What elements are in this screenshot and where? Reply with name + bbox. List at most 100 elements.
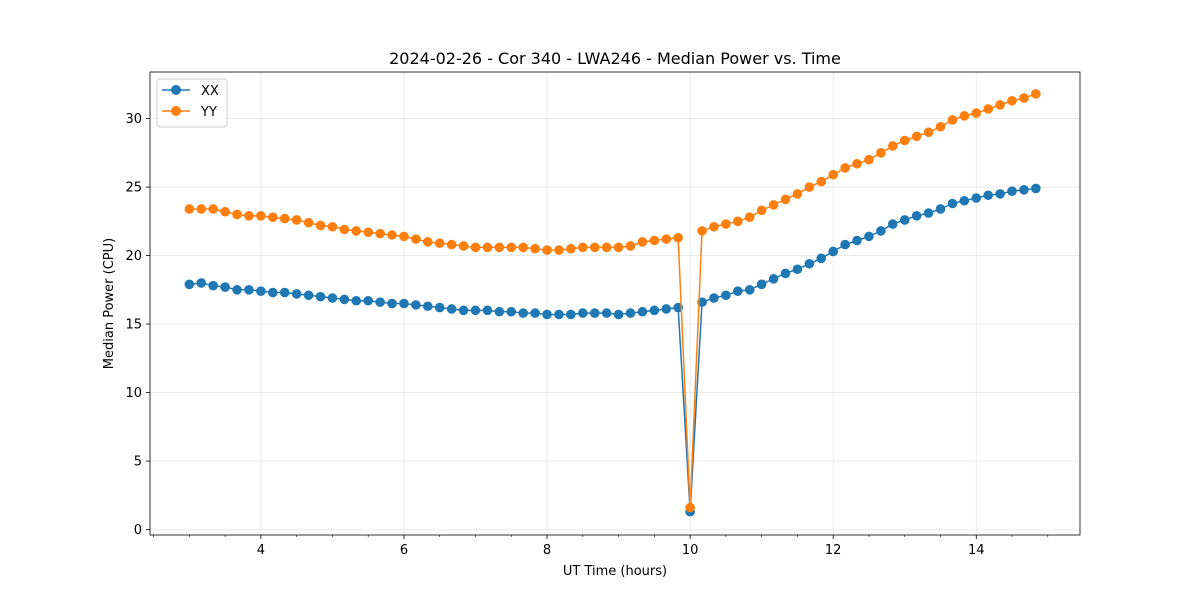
data-point-xx	[482, 305, 493, 316]
data-point-yy	[268, 212, 278, 223]
data-point-yy	[935, 121, 946, 132]
data-point-xx	[578, 308, 588, 318]
data-point-xx	[935, 204, 946, 214]
data-point-yy	[387, 230, 397, 240]
data-point-xx	[256, 286, 266, 296]
data-point-xx	[375, 297, 385, 307]
data-point-yy	[971, 108, 982, 118]
data-point-xx	[339, 294, 350, 305]
data-point-yy	[673, 232, 683, 243]
data-point-yy	[1031, 89, 1041, 99]
data-point-xx	[876, 226, 886, 236]
data-point-xx	[721, 290, 731, 301]
data-point-yy	[422, 237, 433, 247]
data-point-xx	[601, 308, 612, 318]
data-point-xx	[542, 309, 552, 320]
y-tick-label: 5	[134, 455, 142, 470]
data-point-xx	[434, 302, 445, 313]
data-point-yy	[220, 206, 230, 217]
data-point-xx	[351, 295, 362, 306]
data-point-yy	[756, 205, 767, 216]
data-point-xx	[458, 305, 469, 316]
data-point-yy	[232, 209, 242, 220]
data-point-yy	[911, 131, 922, 142]
data-point-yy	[995, 100, 1005, 110]
data-point-xx	[279, 287, 290, 298]
data-point-yy	[494, 242, 505, 253]
data-point-yy	[649, 235, 660, 246]
data-point-yy	[899, 135, 910, 146]
legend-swatch-marker-xx	[171, 85, 181, 95]
data-point-xx	[530, 308, 540, 318]
data-point-xx	[661, 304, 672, 314]
data-point-yy	[434, 238, 445, 249]
data-point-yy	[482, 242, 493, 253]
data-point-yy	[470, 242, 481, 253]
x-tick-label: 4	[257, 543, 265, 558]
data-point-yy	[542, 245, 552, 255]
data-point-yy	[733, 216, 743, 227]
chart-title: 2024-02-26 - Cor 340 - LWA246 - Median P…	[389, 49, 841, 68]
data-point-yy	[351, 226, 362, 236]
data-point-yy	[411, 234, 421, 244]
data-point-xx	[363, 295, 373, 306]
data-point-xx	[566, 309, 576, 320]
data-point-yy	[625, 241, 636, 251]
data-point-yy	[554, 245, 564, 255]
data-point-yy	[1007, 95, 1017, 106]
data-point-xx	[649, 305, 660, 316]
data-point-yy	[887, 141, 898, 151]
data-point-yy	[530, 243, 540, 254]
data-point-yy	[303, 217, 314, 228]
data-point-xx	[899, 215, 910, 225]
data-point-xx	[1031, 183, 1041, 194]
data-point-yy	[959, 111, 970, 121]
y-tick-label: 20	[125, 249, 142, 264]
data-point-xx	[911, 211, 922, 221]
data-point-xx	[506, 306, 517, 317]
data-point-yy	[709, 221, 719, 232]
x-tick-label: 10	[682, 543, 699, 558]
data-point-xx	[1007, 186, 1017, 196]
data-point-xx	[637, 306, 648, 317]
x-tick-label: 6	[400, 543, 408, 558]
legend-swatch-marker-yy	[171, 106, 181, 116]
data-point-xx	[411, 300, 421, 310]
data-point-xx	[554, 309, 564, 320]
data-point-yy	[697, 226, 707, 236]
data-point-xx	[184, 279, 195, 290]
data-point-yy	[506, 242, 517, 253]
data-point-yy	[864, 154, 874, 165]
x-tick-label: 14	[968, 543, 985, 558]
data-point-yy	[613, 242, 624, 253]
legend-label-yy: YY	[200, 105, 217, 120]
data-point-xx	[840, 239, 850, 250]
data-point-yy	[792, 189, 803, 199]
axis-ticks: 4 6 8 10 12 14 0 5 10 15 20 25 30	[125, 112, 1049, 558]
data-point-xx	[387, 298, 397, 309]
data-point-yy	[339, 224, 350, 235]
y-tick-label: 30	[125, 112, 142, 127]
data-point-yy	[780, 194, 791, 205]
data-point-yy	[399, 231, 409, 242]
data-point-xx	[291, 289, 302, 299]
data-point-xx	[518, 308, 529, 318]
x-tick-label: 8	[543, 543, 551, 558]
data-point-yy	[661, 234, 672, 244]
data-point-xx	[244, 285, 254, 295]
plot-area-frame	[149, 71, 1081, 536]
data-point-xx	[446, 304, 457, 314]
data-point-yy	[685, 502, 695, 513]
data-point-yy	[840, 163, 850, 173]
data-point-xx	[196, 278, 207, 288]
y-tick-label: 25	[125, 181, 142, 196]
data-point-yy	[196, 204, 207, 214]
data-point-xx	[422, 301, 433, 312]
data-point-xx	[733, 286, 743, 296]
data-point-yy	[566, 243, 576, 254]
series-lines	[184, 89, 1041, 517]
y-tick-label: 10	[125, 386, 142, 401]
data-point-xx	[589, 308, 600, 318]
data-point-yy	[446, 239, 457, 250]
data-point-xx	[947, 198, 958, 209]
